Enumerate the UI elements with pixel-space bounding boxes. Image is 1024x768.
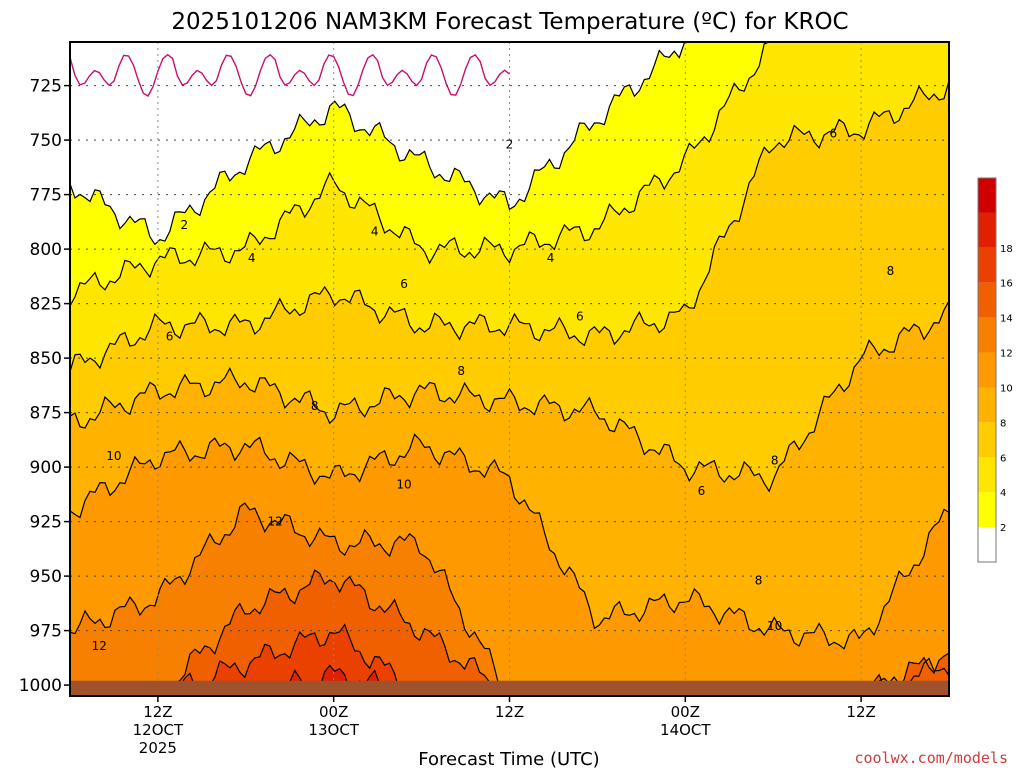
y-tick-label-750: 750: [30, 131, 62, 151]
chart-title: 2025101206 NAM3KM Forecast Temperature (…: [171, 9, 848, 35]
colorbar-tick-label: 18: [1000, 244, 1013, 255]
contour-label-10: 10: [106, 449, 121, 463]
band-above-16: [70, 624, 949, 696]
x-tick-label: 12Z: [143, 703, 172, 721]
colorbar-segment: [978, 212, 996, 248]
contour-label-4: 4: [371, 225, 379, 239]
isotherm-14-line: [70, 569, 949, 696]
isotherm-16-line: [70, 623, 949, 696]
colorbar-tick-label: 16: [1000, 279, 1013, 290]
colorbar-segment: [978, 178, 996, 213]
contour-label-8: 8: [771, 454, 779, 468]
colorbar-segment: [978, 492, 996, 528]
ground-surface: [70, 680, 949, 696]
x-tick-label: 13OCT: [308, 721, 359, 739]
contour-label-6: 6: [400, 277, 408, 291]
colorbar-segment: [978, 282, 996, 318]
contour-label-8: 8: [311, 399, 319, 413]
y-tick-label-900: 900: [30, 458, 62, 478]
colorbar-legend: 2 4 6 8 10 12 14 16 18: [977, 177, 1013, 563]
contour-label-10: 10: [767, 619, 782, 633]
colorbar-segment: [978, 457, 996, 493]
contour-label-12: 12: [267, 515, 282, 529]
colorbar-segment: [978, 527, 996, 562]
isotherm-2-line: [70, 42, 949, 246]
x-tick-label: 12OCT: [133, 721, 184, 739]
y-tick-label-725: 725: [30, 77, 62, 97]
y-tick-label-925: 925: [30, 513, 62, 533]
colorbar-tick-label: 4: [1000, 488, 1006, 499]
contour-label-10: 10: [396, 478, 411, 492]
colorbar-tick-label: 12: [1000, 349, 1013, 360]
colorbar-tick-label: 6: [1000, 453, 1006, 464]
isotherm-12-line: [70, 502, 949, 696]
contour-label-4: 4: [248, 251, 256, 265]
contour-label-4: 4: [547, 251, 555, 265]
plot-area: 2 2 4 4 4 6 6 6 6 6 8 8 8 8 8 10 10 10 12 12: [70, 42, 949, 696]
contour-label-2: 2: [506, 137, 514, 151]
x-tick-label: 00Z: [319, 703, 348, 721]
y-tick-label-850: 850: [30, 349, 62, 369]
freezing-line: [70, 53, 510, 97]
y-tick-label-975: 975: [30, 622, 62, 642]
isotherm-10-line: [70, 433, 949, 650]
colorbar-segment: [978, 387, 996, 423]
contour-label-8: 8: [457, 364, 465, 378]
colorbar-frame: [977, 177, 997, 563]
y-tick-label-775: 775: [30, 186, 62, 206]
isotherm-8-line: [70, 300, 949, 493]
contour-label-6: 6: [576, 310, 584, 324]
colorbar-segment: [978, 247, 996, 283]
contour-label-6: 6: [166, 329, 174, 343]
colorbar-segment: [978, 317, 996, 353]
y-tick-label-800: 800: [30, 240, 62, 260]
x-tick-label: 12Z: [846, 703, 875, 721]
x-tick-label: 12Z: [495, 703, 524, 721]
credit-text: coolwx.com/models: [854, 749, 1008, 767]
contour-label-2: 2: [180, 218, 188, 232]
contour-label-12: 12: [92, 639, 107, 653]
colorbar-segment: [978, 422, 996, 458]
y-tick-label-950: 950: [30, 567, 62, 587]
x-tick-label: 14OCT: [660, 721, 711, 739]
contour-label-6: 6: [829, 127, 837, 141]
colorbar-tick-label: 2: [1000, 523, 1006, 534]
contour-label-8: 8: [755, 573, 763, 587]
colorbar-segment: [978, 352, 996, 388]
y-tick-label-875: 875: [30, 404, 62, 424]
x-axis-label: Forecast Time (UTC): [418, 749, 599, 768]
colorbar-tick-label: 8: [1000, 418, 1006, 429]
colorbar-tick-label: 10: [1000, 383, 1013, 394]
x-tick-label: 00Z: [671, 703, 700, 721]
isotherm-4-line: [70, 42, 949, 307]
y-tick-label-1000: 1000: [19, 676, 62, 696]
colorbar-tick-label: 14: [1000, 314, 1013, 325]
contour-label-8: 8: [887, 264, 895, 278]
contour-label-6: 6: [698, 484, 706, 498]
y-tick-label-825: 825: [30, 295, 62, 315]
x-tick-label: 2025: [139, 739, 177, 757]
